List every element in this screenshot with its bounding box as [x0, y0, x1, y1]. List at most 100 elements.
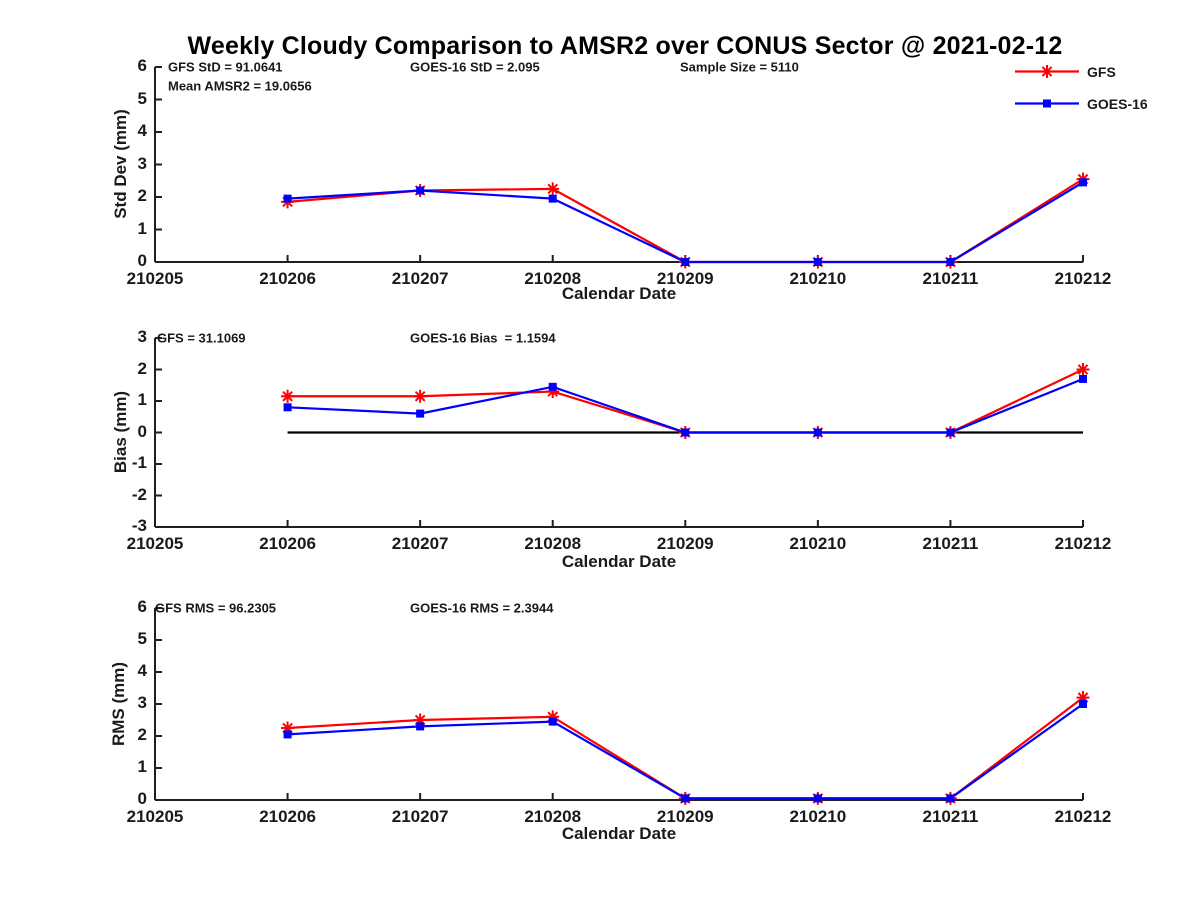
- series-markers-goes-16: [283, 374, 1087, 437]
- panel-annotation: GOES-16 RMS = 2.3944: [410, 600, 554, 616]
- x-tick-label: 210210: [789, 269, 847, 288]
- square-marker: [813, 258, 822, 266]
- x-tick-label: 210205: [126, 269, 184, 288]
- square-marker: [813, 794, 822, 803]
- square-marker: [1079, 178, 1087, 187]
- x-tick-label: 210207: [391, 269, 449, 288]
- y-tick-label: 2: [137, 358, 147, 378]
- x-tick-label: 210211: [922, 534, 979, 553]
- square-marker: [813, 428, 822, 437]
- x-tick-label: 210206: [259, 534, 316, 553]
- y-tick-label: 2: [137, 186, 147, 205]
- y-tick-label: 0: [137, 789, 147, 808]
- x-tick-label: 210205: [126, 534, 184, 553]
- asterisk-marker: [1040, 65, 1054, 78]
- square-marker: [946, 258, 955, 266]
- panel-annotation: GFS StD = 91.0641: [168, 59, 283, 75]
- square-marker: [681, 258, 690, 266]
- x-tick-label: 210212: [1054, 534, 1112, 553]
- series-line-goes-16: [287, 377, 1084, 434]
- x-tick-label: 210208: [524, 807, 582, 826]
- chart-title: Weekly Cloudy Comparison to AMSR2 over C…: [187, 32, 1063, 60]
- x-tick-label: 210210: [789, 534, 847, 553]
- y-tick-label: 6: [137, 597, 147, 616]
- square-marker: [1079, 700, 1087, 708]
- y-tick-label: -1: [131, 453, 147, 472]
- legend-item-gfs: GFS: [1014, 62, 1148, 81]
- y-tick-label: 1: [137, 390, 147, 409]
- goes16-line-marker-icon: [1015, 99, 1079, 108]
- legend: GFS GOES-16: [1014, 62, 1148, 126]
- legend-label-gfs: GFS: [1087, 63, 1116, 80]
- x-tick-label: 210211: [922, 807, 979, 826]
- y-tick-label: 3: [137, 153, 147, 173]
- series-line-goes-16: [287, 181, 1084, 264]
- x-tick-label: 210208: [524, 534, 582, 553]
- x-tick-label: 210207: [391, 807, 449, 826]
- panel-annotation: GFS RMS = 96.2305: [155, 600, 277, 616]
- square-marker: [681, 428, 690, 437]
- series-markers-goes-16: [283, 700, 1087, 803]
- square-marker: [548, 717, 557, 726]
- panel-annotation: GOES-16 Bias = 1.1594: [410, 330, 556, 346]
- square-marker: [416, 722, 425, 731]
- asterisk-marker: [1076, 363, 1090, 376]
- xlabel-calendar-date-2: Calendar Date: [561, 552, 677, 571]
- x-tick-label: 210207: [391, 534, 449, 553]
- x-tick-label: 210212: [1054, 269, 1112, 288]
- panel-annotation: Mean AMSR2 = 19.0656: [168, 78, 312, 94]
- asterisk-marker: [281, 389, 295, 403]
- y-tick-label: 1: [137, 757, 147, 776]
- y-tick-label: 0: [137, 421, 147, 441]
- y-tick-label: 4: [137, 121, 147, 140]
- square-marker: [283, 730, 292, 739]
- y-tick-label: 3: [137, 327, 147, 346]
- y-tick-label: 6: [137, 56, 147, 75]
- square-marker: [946, 428, 955, 437]
- square-marker: [1043, 99, 1051, 108]
- x-tick-label: 210209: [656, 534, 714, 553]
- legend-label-goes16: GOES-16: [1087, 95, 1148, 112]
- xlabel-calendar-date-1: Calendar Date: [561, 284, 677, 303]
- y-tick-label: 5: [137, 88, 147, 108]
- panel-annotation: GOES-16 StD = 2.095: [410, 59, 540, 75]
- y-tick-label: -2: [131, 484, 147, 504]
- series-line-gfs: [287, 368, 1084, 434]
- x-tick-label: 210211: [922, 269, 979, 288]
- asterisk-marker: [413, 389, 427, 403]
- x-tick-label: 210210: [789, 807, 847, 826]
- y-tick-label: -3: [131, 516, 147, 535]
- square-marker: [416, 409, 425, 418]
- panel-annotation: GFS = 31.1069: [157, 330, 246, 346]
- asterisk-marker: [546, 182, 560, 196]
- series-line-gfs: [287, 696, 1084, 800]
- square-marker: [1079, 374, 1087, 383]
- y-tick-label: 5: [137, 629, 147, 648]
- gfs-line-marker-icon: [1015, 65, 1079, 78]
- y-tick-label: 1: [137, 218, 147, 238]
- xlabel-calendar-date-3: Calendar Date: [561, 824, 677, 843]
- series-line-goes-16: [287, 703, 1084, 800]
- x-tick-label: 210206: [259, 269, 316, 288]
- square-marker: [548, 382, 557, 391]
- series-markers-gfs: [281, 363, 1090, 439]
- series-markers-gfs: [281, 172, 1090, 269]
- y-tick-label: 3: [137, 693, 147, 712]
- y-tick-label: 4: [137, 661, 147, 680]
- series-markers-gfs: [281, 691, 1090, 805]
- square-marker: [946, 794, 955, 803]
- square-marker: [548, 194, 557, 203]
- x-tick-label: 210209: [656, 269, 714, 288]
- x-tick-label: 210209: [656, 807, 714, 826]
- x-tick-label: 210205: [126, 807, 184, 826]
- square-marker: [681, 794, 690, 803]
- square-marker: [283, 403, 292, 412]
- y-tick-label: 0: [137, 251, 147, 270]
- panel-annotation: Sample Size = 5110: [680, 59, 799, 75]
- y-tick-label: 2: [137, 725, 147, 744]
- series-markers-goes-16: [283, 178, 1087, 266]
- x-tick-label: 210212: [1054, 807, 1112, 826]
- x-tick-label: 210206: [259, 807, 316, 826]
